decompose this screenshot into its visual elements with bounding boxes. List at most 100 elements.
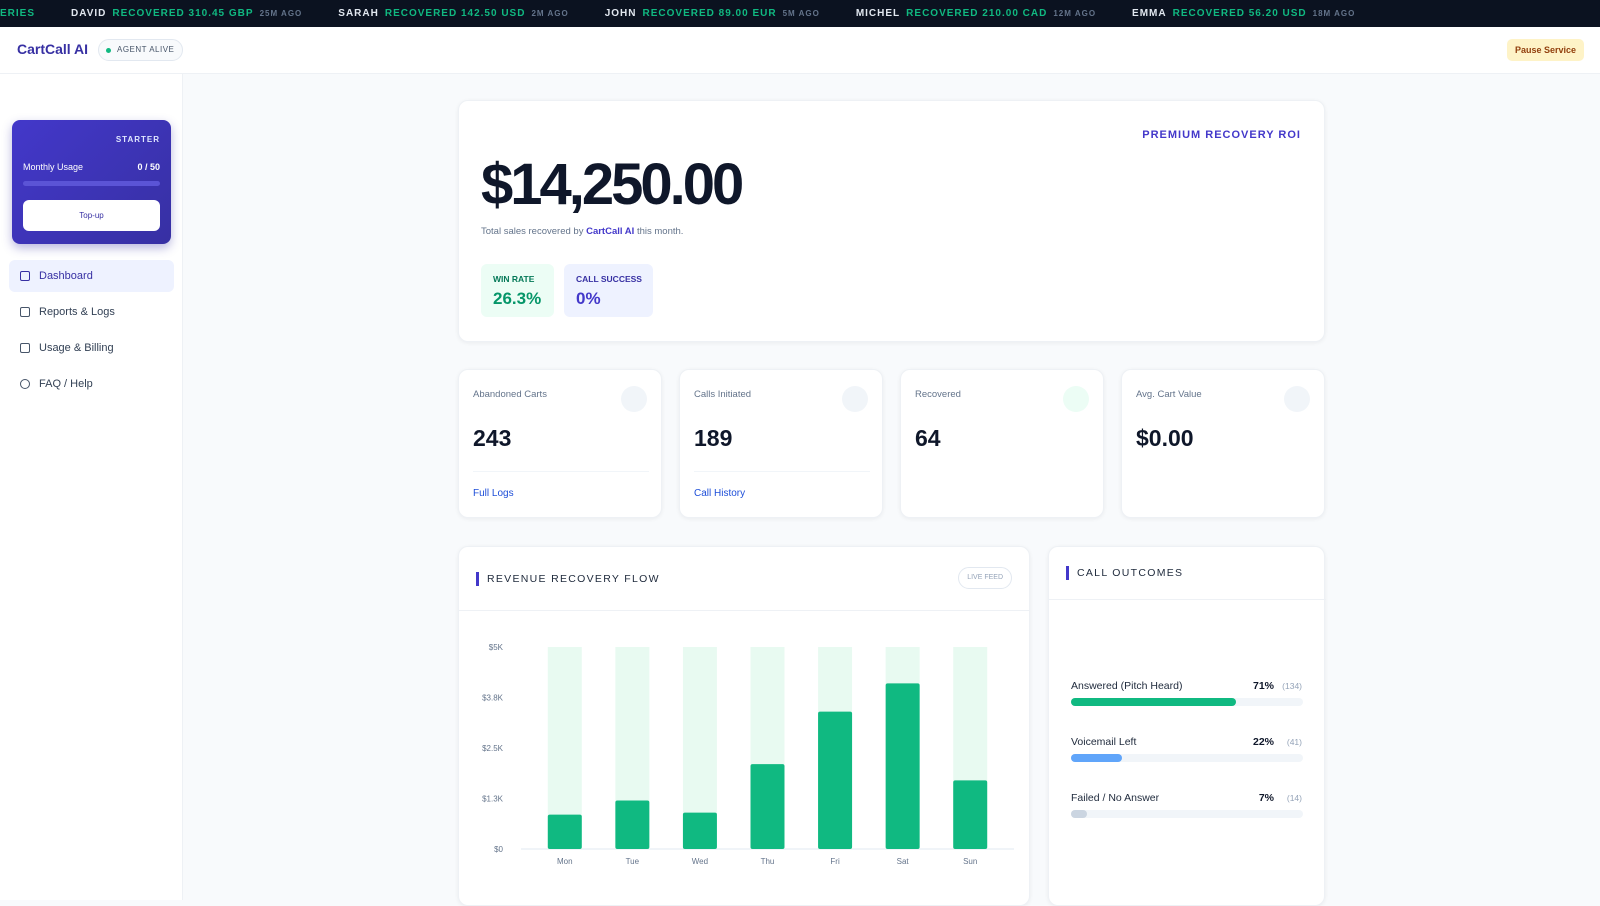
outcome-label: Voicemail Left xyxy=(1071,736,1137,748)
ticker-action: RECOVERED 142.50 USD xyxy=(384,8,526,19)
x-tick-label: Fri xyxy=(830,857,840,866)
ticker-name: EMMA xyxy=(1132,8,1167,19)
outcome-track xyxy=(1071,810,1303,818)
outcome-percent: 7% xyxy=(1258,792,1274,804)
nav-icon xyxy=(20,343,30,353)
stat-label: Abandoned Carts xyxy=(473,389,547,400)
bar xyxy=(750,764,785,849)
brand[interactable]: CartCall AI xyxy=(17,41,89,57)
y-tick-label: $3.8K xyxy=(482,694,504,703)
nav-item[interactable]: Dashboard xyxy=(9,260,174,292)
hero-card: PREMIUM RECOVERY ROI $14,250.00 Total sa… xyxy=(458,100,1325,342)
title-accent xyxy=(476,572,479,586)
header: CartCall AI AGENT ALIVE Pause Service xyxy=(0,27,1600,74)
bar xyxy=(682,812,717,849)
divider xyxy=(459,610,1029,611)
ticker-name: MICHEL xyxy=(855,8,901,19)
ticker-time: 18M AGO xyxy=(1312,9,1356,18)
ticker-fragment: ERIES xyxy=(0,8,36,19)
plan-name: STARTER xyxy=(115,135,160,144)
nav-label: Reports & Logs xyxy=(39,306,115,318)
ticker-name: JOHN xyxy=(604,8,637,19)
outcome-label: Answered (Pitch Heard) xyxy=(1071,680,1183,692)
outcome-percent: 22% xyxy=(1252,736,1274,748)
usage-value: 0 / 50 xyxy=(137,162,160,172)
metric-value: 26.3% xyxy=(493,289,542,308)
outcome-track xyxy=(1071,754,1303,762)
status-text: AGENT ALIVE xyxy=(117,45,175,54)
stat-value: 189 xyxy=(694,425,733,451)
usage-track xyxy=(23,181,160,186)
usage-label: Monthly Usage xyxy=(23,162,84,172)
ticker-time: 5M AGO xyxy=(782,9,820,18)
stat-card: Abandoned Carts 243 Full Logs xyxy=(458,369,662,518)
outcome-count: (14) xyxy=(1286,793,1302,803)
stat-divider xyxy=(694,471,870,472)
nav-icon xyxy=(20,379,30,389)
bar xyxy=(885,683,920,849)
caption-text: Total sales recovered by xyxy=(481,226,584,237)
ticker-time: 25M AGO xyxy=(259,9,303,18)
metric-value: 0% xyxy=(576,289,601,308)
y-tick-label: $1.3K xyxy=(482,795,504,804)
live-badge: LIVE FEED xyxy=(958,567,1012,589)
chart: $0 $1.3K $2.5K $3.8K $5K Mon Tue Wed Thu Fri Sat Su… xyxy=(482,643,1014,866)
stat-link[interactable]: Call History xyxy=(694,488,746,499)
outcomes-card: CALL OUTCOMES Answered (Pitch Heard) (134… xyxy=(1048,546,1326,906)
x-tick-label: Thu xyxy=(761,857,775,866)
caption-brand: CartCall AI xyxy=(586,226,635,237)
nav-item[interactable]: FAQ / Help xyxy=(9,368,174,400)
nav-item[interactable]: Reports & Logs xyxy=(9,296,174,328)
ticker: ERIES DAVID RECOVERED 310.45 GBP 25M AGO SAR… xyxy=(0,0,1600,27)
metric: CALL SUCCESS 0% xyxy=(564,264,653,317)
y-tick-label: $2.5K xyxy=(482,744,504,753)
agent-status: AGENT ALIVE xyxy=(98,39,184,61)
stat-divider xyxy=(473,471,649,472)
plan-card: STARTER Monthly Usage 0 / 50 Top-up xyxy=(12,120,171,244)
outcome-count: (134) xyxy=(1282,681,1302,691)
ticker-name: DAVID xyxy=(71,8,107,19)
nav-label: FAQ / Help xyxy=(39,378,93,390)
nav-icon xyxy=(20,271,30,281)
outcome-bar xyxy=(1071,698,1236,706)
stat-value: 243 xyxy=(473,425,512,451)
hero-caption: Total sales recovered by CartCall AI thi… xyxy=(481,226,683,237)
ticker-name: SARAH xyxy=(338,8,379,19)
ticker-action: RECOVERED 89.00 EUR xyxy=(642,8,777,19)
ticker-time: 2M AGO xyxy=(531,9,569,18)
metric: WIN RATE 26.3% xyxy=(481,264,554,317)
stat-card: Avg. Cart Value $0.00 xyxy=(1121,369,1325,518)
ticker-action: RECOVERED 210.00 CAD xyxy=(906,8,1048,19)
bar xyxy=(953,780,988,849)
ticker-time: 12M AGO xyxy=(1053,9,1097,18)
y-tick-label: $0 xyxy=(494,845,503,854)
title-accent xyxy=(1066,566,1069,580)
bar xyxy=(547,814,582,849)
metric-label: CALL SUCCESS xyxy=(576,274,642,284)
stat-card: Recovered 64 xyxy=(900,369,1104,518)
pause-button[interactable]: Pause Service xyxy=(1507,39,1585,61)
chart-title: REVENUE RECOVERY FLOW xyxy=(487,573,660,585)
stat-link[interactable]: Full Logs xyxy=(473,488,514,499)
stat-icon xyxy=(1284,386,1310,412)
bar xyxy=(818,711,853,849)
caption-text: this month. xyxy=(636,226,684,237)
y-tick-label: $5K xyxy=(489,643,504,652)
stat-value: 64 xyxy=(915,425,941,451)
stat-label: Calls Initiated xyxy=(694,389,752,400)
nav-label: Dashboard xyxy=(39,270,93,282)
outcomes-title: CALL OUTCOMES xyxy=(1077,567,1184,579)
outcome-count: (41) xyxy=(1286,737,1302,747)
hero-badge: PREMIUM RECOVERY ROI xyxy=(1142,129,1301,141)
stat-icon xyxy=(621,386,647,412)
x-tick-label: Tue xyxy=(626,857,640,866)
x-tick-label: Sun xyxy=(963,857,977,866)
nav-icon xyxy=(20,307,30,317)
outcome-bar xyxy=(1071,810,1088,818)
bar xyxy=(615,800,650,849)
topup-button[interactable]: Top-up xyxy=(23,200,160,231)
nav-item[interactable]: Usage & Billing xyxy=(9,332,174,364)
nav-label: Usage & Billing xyxy=(39,342,114,354)
stat-card: Calls Initiated 189 Call History xyxy=(679,369,883,518)
